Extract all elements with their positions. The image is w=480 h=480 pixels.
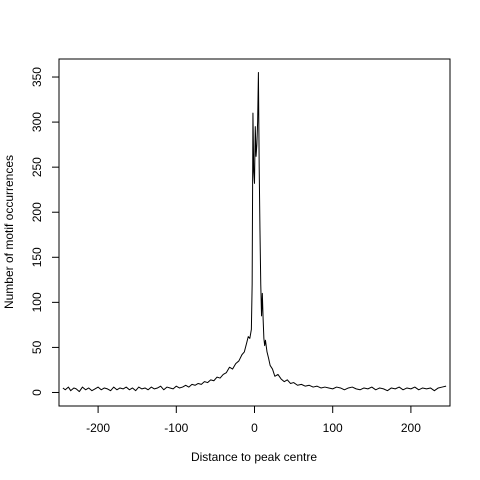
x-tick-label: 200	[401, 421, 421, 435]
y-tick-label: 0	[30, 389, 44, 396]
series-layer	[62, 72, 447, 393]
x-axis: -200 -100 0 100 200	[86, 406, 421, 435]
y-tick-label: 200	[30, 202, 44, 222]
y-axis-title: Number of motif occurrences	[2, 155, 16, 309]
y-tick-label: 350	[30, 67, 44, 87]
x-axis-title: Distance to peak centre	[191, 450, 317, 464]
x-tick-label: 100	[323, 421, 343, 435]
x-tick-label: -100	[164, 421, 188, 435]
y-tick-label: 100	[30, 292, 44, 312]
plot-frame	[58, 58, 451, 407]
y-tick-label: 300	[30, 112, 44, 132]
y-axis: 0 50 100 150 200 250 300 350	[30, 67, 59, 396]
y-tick-label: 150	[30, 247, 44, 267]
x-tick-label: -200	[86, 421, 110, 435]
series-line	[62, 72, 447, 393]
y-tick-label: 50	[30, 340, 44, 354]
x-tick-label: 0	[251, 421, 258, 435]
y-tick-label: 250	[30, 157, 44, 177]
